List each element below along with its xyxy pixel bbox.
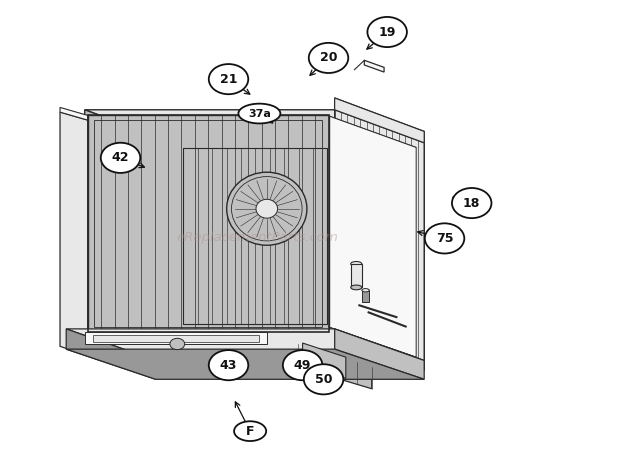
Text: 21: 21 bbox=[219, 73, 237, 86]
Text: 43: 43 bbox=[220, 359, 237, 372]
Polygon shape bbox=[93, 335, 259, 342]
Polygon shape bbox=[85, 332, 267, 345]
Polygon shape bbox=[335, 98, 424, 143]
Text: 75: 75 bbox=[436, 232, 453, 245]
Circle shape bbox=[368, 17, 407, 47]
Circle shape bbox=[309, 43, 348, 73]
Ellipse shape bbox=[227, 172, 307, 245]
Circle shape bbox=[425, 223, 464, 254]
Text: 49: 49 bbox=[294, 359, 311, 372]
Text: 19: 19 bbox=[378, 26, 396, 38]
Polygon shape bbox=[303, 343, 346, 378]
Polygon shape bbox=[66, 349, 424, 379]
Text: 20: 20 bbox=[320, 52, 337, 64]
Ellipse shape bbox=[362, 289, 370, 292]
Polygon shape bbox=[335, 329, 424, 379]
Polygon shape bbox=[60, 112, 88, 356]
Polygon shape bbox=[298, 345, 372, 389]
Polygon shape bbox=[362, 290, 370, 302]
Polygon shape bbox=[335, 98, 424, 370]
Ellipse shape bbox=[234, 421, 266, 441]
Text: 50: 50 bbox=[315, 373, 332, 386]
Polygon shape bbox=[351, 264, 362, 287]
Circle shape bbox=[283, 350, 322, 380]
Ellipse shape bbox=[351, 262, 362, 266]
Text: eReplacementParts.com: eReplacementParts.com bbox=[177, 230, 339, 244]
Circle shape bbox=[304, 364, 343, 394]
Polygon shape bbox=[85, 110, 424, 143]
Polygon shape bbox=[365, 60, 384, 72]
Polygon shape bbox=[94, 327, 416, 357]
Text: F: F bbox=[246, 425, 254, 438]
Polygon shape bbox=[60, 108, 88, 120]
Ellipse shape bbox=[239, 104, 280, 123]
Circle shape bbox=[209, 64, 248, 94]
Ellipse shape bbox=[256, 199, 278, 218]
Polygon shape bbox=[66, 329, 156, 379]
Polygon shape bbox=[88, 116, 329, 332]
Text: 42: 42 bbox=[112, 151, 129, 164]
Text: 18: 18 bbox=[463, 197, 480, 210]
Ellipse shape bbox=[351, 285, 362, 290]
Polygon shape bbox=[94, 116, 416, 147]
Circle shape bbox=[170, 338, 185, 350]
Polygon shape bbox=[85, 110, 174, 370]
Circle shape bbox=[209, 350, 248, 380]
Polygon shape bbox=[85, 338, 424, 370]
Circle shape bbox=[452, 188, 492, 218]
Polygon shape bbox=[327, 116, 416, 357]
Text: 37a: 37a bbox=[248, 109, 271, 118]
Polygon shape bbox=[184, 148, 327, 324]
Polygon shape bbox=[66, 329, 424, 360]
Polygon shape bbox=[335, 110, 424, 370]
Circle shape bbox=[101, 143, 140, 173]
